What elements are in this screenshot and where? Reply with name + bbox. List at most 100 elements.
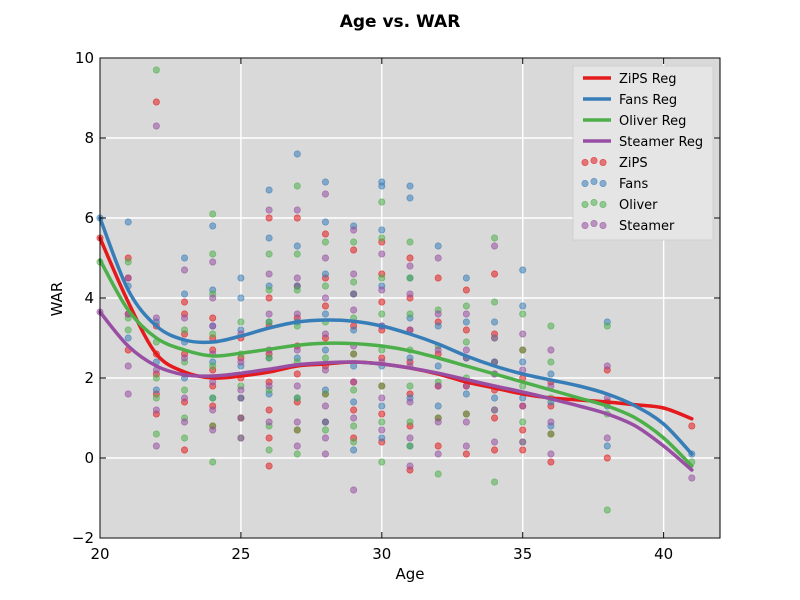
point-zips-47: [321, 302, 329, 310]
point-steamer-74: [462, 310, 470, 318]
legend-series-label-1: Fans: [619, 177, 648, 192]
point-oliver-62: [378, 458, 386, 466]
point-oliver-51: [350, 350, 358, 358]
point-steamer-10: [181, 266, 189, 274]
point-fans-65: [462, 274, 470, 282]
point-steamer-68: [434, 254, 442, 262]
point-steamer-20: [209, 406, 217, 414]
point-steamer-4: [124, 390, 132, 398]
point-steamer-6: [152, 314, 160, 322]
point-steamer-23: [237, 358, 245, 366]
point-steamer-79: [491, 242, 499, 250]
point-steamer-69: [434, 310, 442, 318]
point-zips-30: [265, 214, 273, 222]
point-oliver-8: [152, 430, 160, 438]
point-oliver-42: [321, 238, 329, 246]
legend-marker-0-0: [581, 159, 589, 167]
point-steamer-43: [321, 330, 329, 338]
y-tick-label-4: 6: [84, 209, 94, 227]
y-tick-label-2: 2: [84, 369, 94, 387]
point-steamer-21: [209, 426, 217, 434]
legend-marker-1-0: [581, 180, 589, 188]
legend-label-3: Steamer Reg: [619, 135, 703, 150]
point-fans-81: [603, 442, 611, 450]
point-steamer-52: [350, 378, 358, 386]
point-fans-21: [265, 186, 273, 194]
y-tick-label-1: 0: [84, 449, 94, 467]
point-oliver-76: [462, 338, 470, 346]
y-tick-label-0: −2: [72, 529, 94, 547]
point-steamer-59: [378, 394, 386, 402]
point-oliver-78: [462, 410, 470, 418]
y-axis-ticks: −2 0 2 4 6 8 10: [72, 49, 720, 547]
point-steamer-27: [265, 206, 273, 214]
point-fans-27: [293, 150, 301, 158]
point-oliver-29: [265, 318, 273, 326]
point-steamer-87: [519, 438, 527, 446]
x-tick-label-3: 35: [513, 545, 532, 563]
point-oliver-79: [491, 234, 499, 242]
point-steamer-25: [237, 414, 245, 422]
legend-marker-2-1: [590, 199, 598, 207]
point-steamer-38: [293, 418, 301, 426]
point-fans-22: [265, 234, 273, 242]
point-steamer-36: [293, 346, 301, 354]
point-steamer-44: [321, 366, 329, 374]
point-steamer-73: [434, 450, 442, 458]
point-steamer-13: [181, 394, 189, 402]
point-oliver-86: [519, 346, 527, 354]
point-zips-65: [378, 410, 386, 418]
point-oliver-84: [491, 478, 499, 486]
point-zips-31: [265, 294, 273, 302]
point-zips-35: [265, 406, 273, 414]
point-fans-28: [293, 242, 301, 250]
point-fans-1: [124, 218, 132, 226]
point-oliver-43: [321, 282, 329, 290]
point-oliver-41: [293, 450, 301, 458]
point-fans-7: [181, 254, 189, 262]
point-oliver-28: [265, 286, 273, 294]
point-steamer-88: [547, 346, 555, 354]
point-oliver-63: [406, 238, 414, 246]
point-zips-96: [519, 446, 527, 454]
point-steamer-65: [406, 398, 414, 406]
point-zips-91: [491, 446, 499, 454]
point-fans-39: [321, 418, 329, 426]
point-steamer-78: [462, 442, 470, 450]
point-fans-47: [378, 182, 386, 190]
point-steamer-37: [293, 382, 301, 390]
point-oliver-30: [265, 354, 273, 362]
point-oliver-54: [350, 438, 358, 446]
point-steamer-5: [152, 122, 160, 130]
point-steamer-17: [209, 322, 217, 330]
point-oliver-49: [350, 278, 358, 286]
line-steamer-reg: [98, 310, 694, 472]
point-oliver-15: [209, 250, 217, 258]
point-oliver-4: [152, 66, 160, 74]
legend: ZiPS Reg Fans Reg Oliver Reg Steamer Reg ZiP…: [572, 65, 714, 241]
point-zips-17: [181, 446, 189, 454]
point-oliver-36: [293, 286, 301, 294]
point-zips-52: [350, 246, 358, 254]
point-fans-37: [321, 346, 329, 354]
point-steamer-70: [434, 346, 442, 354]
point-oliver-64: [406, 274, 414, 282]
point-steamer-50: [350, 306, 358, 314]
point-zips-90: [491, 414, 499, 422]
legend-series-label-3: Steamer: [619, 219, 675, 234]
point-oliver-85: [519, 310, 527, 318]
legend-marker-0-2: [599, 159, 607, 167]
point-oliver-35: [293, 250, 301, 258]
point-steamer-41: [321, 254, 329, 262]
point-zips-100: [547, 458, 555, 466]
point-steamer-45: [321, 402, 329, 410]
point-steamer-47: [321, 450, 329, 458]
legend-marker-3-0: [581, 222, 589, 230]
chart-title: Age vs. WAR: [340, 12, 461, 32]
point-steamer-49: [350, 270, 358, 278]
x-tick-label-2: 30: [372, 545, 391, 563]
point-oliver-45: [321, 354, 329, 362]
point-fans-20: [237, 394, 245, 402]
point-steamer-9: [152, 442, 160, 450]
point-steamer-14: [181, 418, 189, 426]
